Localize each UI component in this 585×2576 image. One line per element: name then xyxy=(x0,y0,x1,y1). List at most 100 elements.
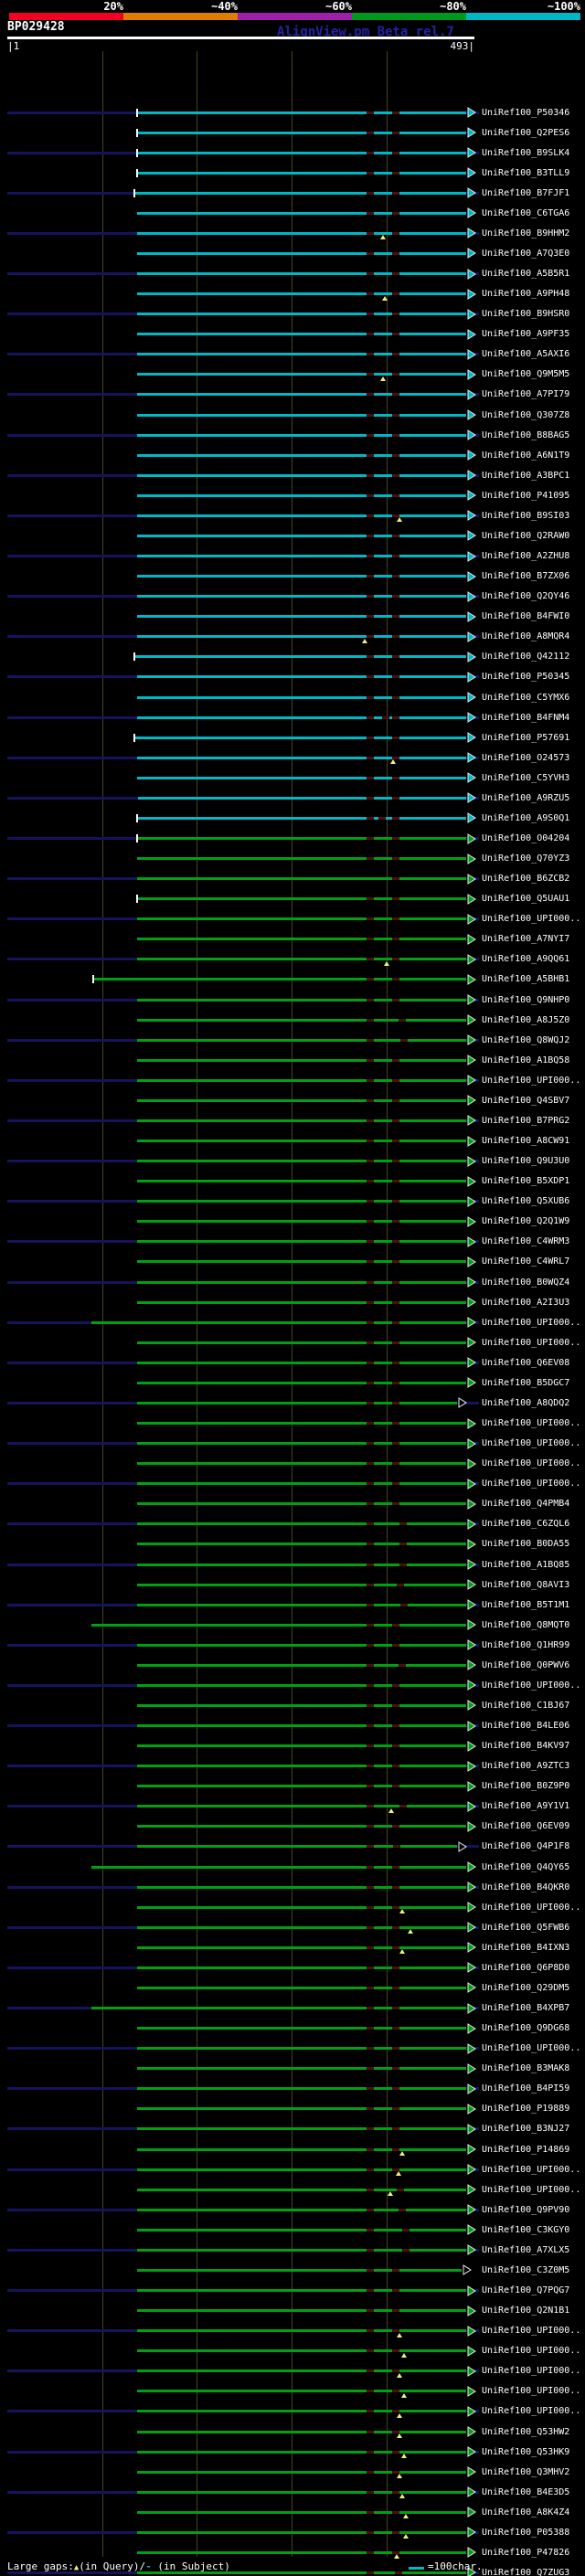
hit-alignment-line[interactable] xyxy=(137,2047,466,2051)
hit-label[interactable]: UniRef100_C5YMX6 xyxy=(482,692,570,703)
hit-alignment-line[interactable] xyxy=(137,2390,466,2393)
hit-alignment-line[interactable] xyxy=(137,1180,466,1183)
hit-alignment-line[interactable] xyxy=(137,1038,466,1042)
hit-alignment-line[interactable] xyxy=(137,1663,466,1667)
alignment-row[interactable]: UniRef100_B4PI59 xyxy=(0,1042,585,2094)
hit-label[interactable]: UniRef100_B4IXN3 xyxy=(482,1942,570,1953)
hit-alignment-line[interactable] xyxy=(137,2248,466,2252)
hit-label[interactable]: UniRef100_UPI000.. xyxy=(482,2386,581,2397)
hit-label[interactable]: UniRef100_B8BAG5 xyxy=(482,429,570,440)
alignment-row[interactable]: UniRef100_B4E3D5 xyxy=(0,1244,585,2499)
hit-label[interactable]: UniRef100_C6TGA6 xyxy=(482,207,570,218)
hit-label[interactable]: UniRef100_Q53HW2 xyxy=(482,2426,570,2437)
alignment-row[interactable]: UniRef100_UPI000.. xyxy=(0,2544,585,2555)
hit-label[interactable]: UniRef100_A7XLX5 xyxy=(482,2244,570,2255)
alignment-row[interactable]: UniRef100_A8QDQ2 xyxy=(0,699,585,1409)
alignment-row[interactable]: UniRef100_Q4PMB4 xyxy=(0,749,585,1510)
alignment-row[interactable]: UniRef100_Q4P1F8 xyxy=(0,920,585,1852)
hit-label[interactable]: UniRef100_P41095 xyxy=(482,490,570,501)
hit-label[interactable]: UniRef100_A2I3U3 xyxy=(482,1297,570,1308)
hit-alignment-line[interactable] xyxy=(137,353,466,356)
hit-label[interactable]: UniRef100_Q6EV08 xyxy=(482,1357,570,1368)
alignment-row[interactable]: UniRef100_Q5FWB6 xyxy=(0,961,585,1935)
hit-alignment-line[interactable] xyxy=(137,877,466,881)
alignment-row[interactable]: UniRef100_Q70YZ3 xyxy=(0,427,585,864)
alignment-row[interactable]: UniRef100_B6ZCB2 xyxy=(0,437,585,885)
hit-alignment-line[interactable] xyxy=(91,1623,466,1627)
hit-label[interactable]: UniRef100_B9SLK4 xyxy=(482,147,570,158)
alignment-row[interactable]: UniRef100_UPI000.. xyxy=(0,729,585,1469)
hit-label[interactable]: UniRef100_B4LE06 xyxy=(482,1721,570,1732)
alignment-row[interactable]: UniRef100_Q2N1B1 xyxy=(0,1152,585,2316)
alignment-row[interactable]: UniRef100_B4LE06 xyxy=(0,860,585,1732)
hit-alignment-line[interactable] xyxy=(137,857,466,861)
alignment-row[interactable]: UniRef100_UPI000.. xyxy=(0,951,585,1914)
hit-label[interactable]: UniRef100_A8J5Z0 xyxy=(482,1014,570,1025)
hit-label[interactable]: UniRef100_A3BPC1 xyxy=(482,470,570,481)
hit-alignment-line[interactable] xyxy=(137,1885,466,1889)
hit-alignment-line[interactable] xyxy=(137,473,466,477)
hit-alignment-line[interactable] xyxy=(137,615,466,619)
hit-alignment-line[interactable] xyxy=(137,1744,466,1748)
hit-label[interactable]: UniRef100_Q5UAU1 xyxy=(482,894,570,905)
hit-alignment-line[interactable] xyxy=(137,2309,466,2313)
hit-label[interactable]: UniRef100_P19889 xyxy=(482,2104,570,2115)
hit-alignment-line[interactable] xyxy=(137,1240,466,1244)
hit-label[interactable]: UniRef100_Q2PES6 xyxy=(482,127,570,138)
hit-alignment-line[interactable] xyxy=(137,1140,466,1143)
hit-label[interactable]: UniRef100_B4FNM4 xyxy=(482,712,570,723)
hit-alignment-line[interactable] xyxy=(137,2450,466,2454)
hit-alignment-line[interactable] xyxy=(137,1078,466,1082)
hit-alignment-line[interactable] xyxy=(137,493,466,497)
hit-alignment-line[interactable] xyxy=(137,534,466,537)
alignment-row[interactable]: UniRef100_A5B5R1 xyxy=(0,134,585,280)
hit-label[interactable]: UniRef100_C3KGY0 xyxy=(482,2224,570,2235)
hit-label[interactable]: UniRef100_Q9M5M5 xyxy=(482,369,570,380)
hit-alignment-line[interactable] xyxy=(137,1966,466,1969)
alignment-row[interactable]: UniRef100_Q2Q1W9 xyxy=(0,608,585,1227)
hit-label[interactable]: UniRef100_P57691 xyxy=(482,732,570,743)
hit-alignment-line[interactable] xyxy=(137,313,466,316)
hit-label[interactable]: UniRef100_B5T1M1 xyxy=(482,1599,570,1610)
hit-label[interactable]: UniRef100_B9SI03 xyxy=(482,510,570,521)
hit-label[interactable]: UniRef100_A9RZU5 xyxy=(482,792,570,803)
hit-label[interactable]: UniRef100_UPI000.. xyxy=(482,2366,581,2377)
alignment-row[interactable]: UniRef100_Q7PQG7 xyxy=(0,1142,585,2296)
alignment-row[interactable]: UniRef100_Q53HK9 xyxy=(0,1224,585,2459)
alignment-row[interactable]: UniRef100_B4QKR0 xyxy=(0,941,585,1892)
hit-alignment-line[interactable] xyxy=(137,1945,466,1949)
hit-alignment-line[interactable] xyxy=(137,231,466,235)
hit-label[interactable]: UniRef100_Q6P8D0 xyxy=(482,1962,570,1973)
alignment-row[interactable]: UniRef100_B7PRG2 xyxy=(0,557,585,1127)
alignment-row[interactable]: UniRef100_A9S0Q1 xyxy=(0,407,585,824)
alignment-row[interactable]: UniRef100_B8BAG5 xyxy=(0,215,585,440)
alignment-row[interactable]: UniRef100_B0WQZ4 xyxy=(0,639,585,1288)
hit-alignment-line[interactable] xyxy=(137,917,466,921)
hit-label[interactable]: UniRef100_UPI000.. xyxy=(482,1479,581,1489)
hit-alignment-line[interactable] xyxy=(137,1462,466,1466)
hit-alignment-line[interactable] xyxy=(137,1925,466,1929)
alignment-row[interactable]: UniRef100_UPI000.. xyxy=(0,719,585,1449)
hit-alignment-line[interactable] xyxy=(137,897,466,901)
hit-alignment-line[interactable] xyxy=(137,171,466,175)
hit-label[interactable]: UniRef100_Q4QY65 xyxy=(482,1861,570,1872)
hit-label[interactable]: UniRef100_A9QQ61 xyxy=(482,954,570,965)
hit-alignment-line[interactable] xyxy=(137,2369,466,2373)
hit-label[interactable]: UniRef100_A1BQ58 xyxy=(482,1055,570,1065)
hit-alignment-line[interactable] xyxy=(137,151,466,154)
hit-label[interactable]: UniRef100_Q3MHV2 xyxy=(482,2466,570,2477)
hit-alignment-line[interactable] xyxy=(137,2168,466,2171)
alignment-row[interactable]: UniRef100_UPI000.. xyxy=(0,1092,585,2197)
hit-label[interactable]: UniRef100_A7Q3E0 xyxy=(482,248,570,259)
hit-label[interactable]: UniRef100_A9PH48 xyxy=(482,289,570,300)
alignment-row[interactable]: UniRef100_Q0PWV6 xyxy=(0,830,585,1671)
alignment-row[interactable]: UniRef100_Q8MQT0 xyxy=(0,810,585,1631)
hit-label[interactable]: UniRef100_B5XDP1 xyxy=(482,1176,570,1187)
hit-label[interactable]: UniRef100_P47826 xyxy=(482,2547,570,2558)
hit-label[interactable]: UniRef100_A8QDQ2 xyxy=(482,1397,570,1408)
alignment-row[interactable]: UniRef100_A8K4Z4 xyxy=(0,1254,585,2519)
hit-label[interactable]: UniRef100_A1BQ85 xyxy=(482,1559,570,1570)
alignment-row[interactable]: UniRef100_UPI000.. xyxy=(0,1172,585,2358)
hit-label[interactable]: UniRef100_Q42112 xyxy=(482,652,570,663)
hit-alignment-line[interactable] xyxy=(137,776,466,779)
